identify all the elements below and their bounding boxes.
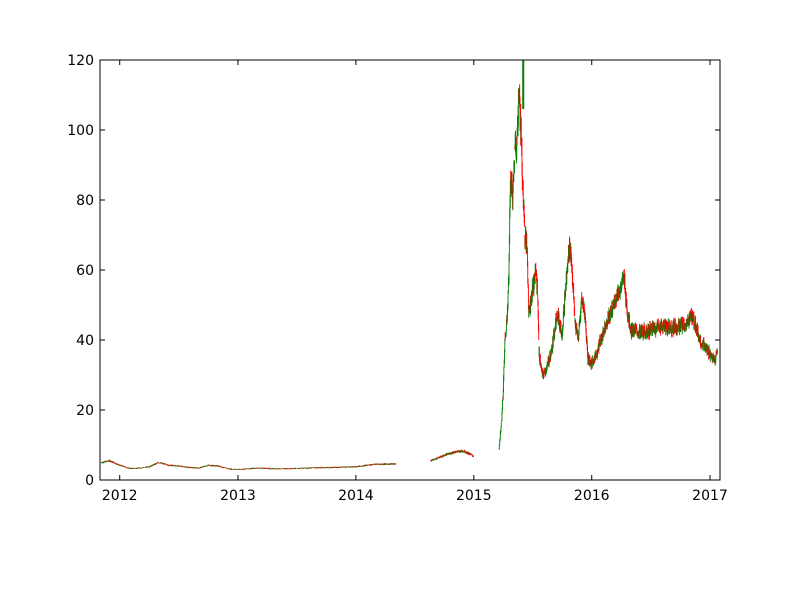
candlestick-series — [100, 60, 718, 471]
x-tick-label: 2012 — [102, 488, 138, 504]
x-tick-label: 2015 — [456, 488, 492, 504]
x-axis: 2012 2013 2014 2015 2016 2017 — [102, 60, 728, 504]
y-tick-label: 40 — [76, 333, 94, 349]
y-tick-label: 0 — [85, 473, 94, 489]
x-tick-label: 2017 — [692, 488, 728, 504]
x-tick-label: 2013 — [220, 488, 256, 504]
y-tick-label: 120 — [67, 53, 94, 69]
y-tick-label: 60 — [76, 263, 94, 279]
x-tick-label: 2014 — [338, 488, 374, 504]
y-tick-label: 20 — [76, 403, 94, 419]
y-axis: 0 20 40 60 80 100 120 — [67, 53, 720, 489]
x-tick-label: 2016 — [574, 488, 610, 504]
y-tick-label: 80 — [76, 193, 94, 209]
y-tick-label: 100 — [67, 123, 94, 139]
